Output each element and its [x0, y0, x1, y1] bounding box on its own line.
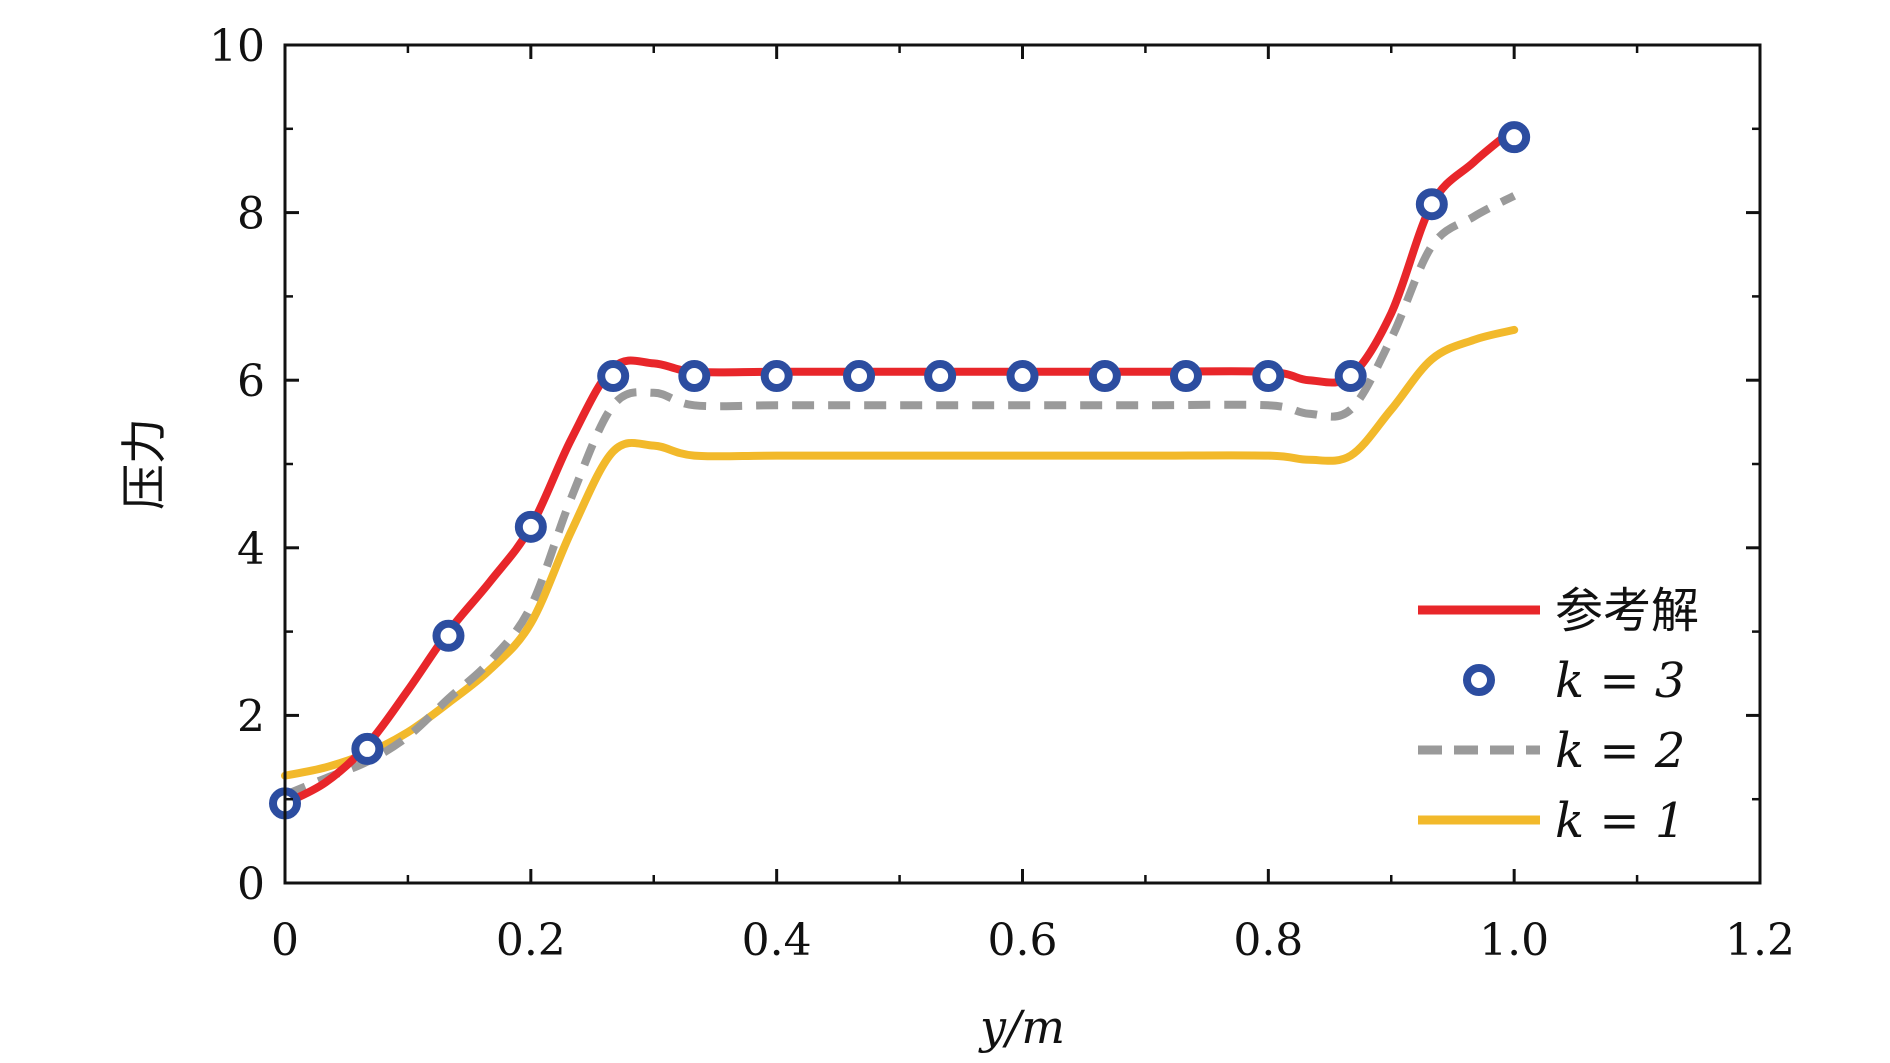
y-tick-label: 6 — [237, 356, 265, 407]
k3-marker — [678, 360, 711, 393]
ticks-layer — [283, 43, 1762, 885]
tick-labels-layer: 0 0.2 0.4 0.6 0.8 1.0 1.2 0 2 4 6 8 10 — [209, 21, 1795, 966]
series-line-3 — [281, 325, 1519, 780]
k3-marker — [843, 360, 876, 393]
x-tick-label: 0.4 — [742, 915, 812, 966]
legend-swatch — [1463, 664, 1495, 696]
x-tick-label: 0.2 — [496, 915, 566, 966]
legend-label: k = 2 — [1555, 723, 1685, 779]
legend-label: k = 3 — [1555, 653, 1685, 709]
legend-label: k = 1 — [1555, 793, 1685, 849]
k3-marker — [760, 360, 793, 393]
k3-marker — [514, 510, 547, 543]
y-tick-label: 0 — [237, 859, 265, 910]
legend: 参考解 k = 3 k = 2 k = 1 — [1418, 583, 1699, 849]
x-tick-label: 0.8 — [1233, 915, 1303, 966]
y-tick-label: 4 — [237, 524, 265, 575]
k3-marker — [1498, 121, 1531, 154]
y-tick-label: 2 — [237, 691, 265, 742]
x-tick-label: 0.6 — [988, 915, 1058, 966]
x-tick-label: 1.0 — [1479, 915, 1549, 966]
k3-marker — [924, 360, 957, 393]
x-axis-title: y/m — [978, 1000, 1065, 1054]
k3-marker — [1006, 360, 1039, 393]
y-axis-title: 压力 — [117, 418, 171, 510]
k3-marker — [1169, 360, 1202, 393]
plot-frame — [283, 43, 1762, 885]
curves-layer — [281, 124, 1519, 808]
k3-marker — [1334, 360, 1367, 393]
k3-marker — [1088, 360, 1121, 393]
series-line-2 — [283, 192, 1517, 799]
x-tick-label: 0 — [271, 915, 299, 966]
x-tick-label: 1.2 — [1725, 915, 1795, 966]
k3-marker — [351, 732, 384, 765]
k3-marker — [432, 619, 465, 652]
k3-marker — [1252, 360, 1285, 393]
markers-layer — [269, 121, 1531, 820]
y-tick-label: 8 — [237, 189, 265, 240]
y-tick-label: 10 — [209, 21, 265, 72]
k3-marker — [1415, 188, 1448, 221]
series-line-0 — [281, 124, 1519, 808]
k3-marker — [597, 360, 630, 393]
legend-label: 参考解 — [1555, 583, 1699, 639]
